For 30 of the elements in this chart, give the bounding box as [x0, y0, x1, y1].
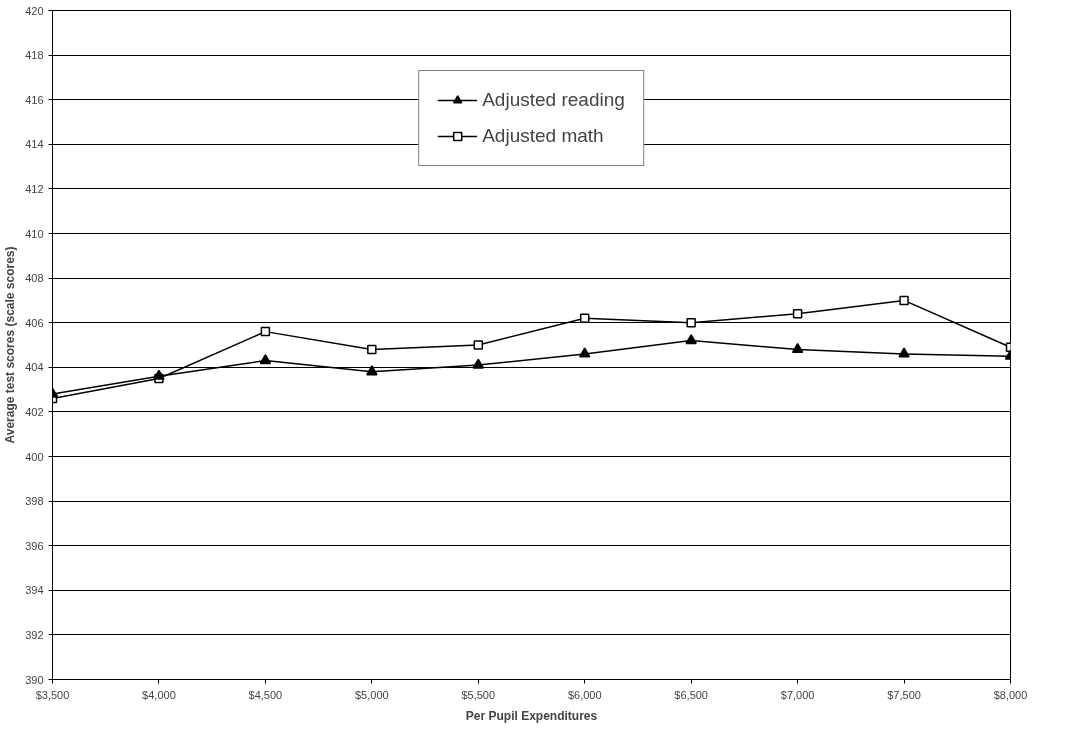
- x-tick-label: $5,000: [355, 688, 389, 701]
- legend-label: Adjusted reading: [482, 89, 625, 111]
- y-tick-label: 394: [25, 584, 44, 597]
- x-tick-label: $6,000: [567, 688, 602, 701]
- y-tick-label: 404: [25, 361, 44, 374]
- x-tick-label: $3,500: [35, 688, 70, 701]
- y-tick-label: 416: [25, 93, 44, 106]
- x-tick-label: $4,000: [142, 688, 176, 701]
- y-tick-label: 392: [25, 628, 44, 641]
- y-tick-label: 402: [25, 405, 44, 418]
- legend-label: Adjusted math: [482, 125, 604, 147]
- x-tick-label: $8,000: [993, 688, 1028, 701]
- x-tick-label: $6,500: [674, 688, 708, 701]
- x-tick-label: $7,500: [887, 688, 921, 701]
- y-tick-label: 418: [25, 49, 44, 62]
- y-tick-label: 390: [25, 673, 44, 686]
- x-tick-label: $4,500: [248, 688, 283, 701]
- y-axis-title: Average test scores (scale scores): [3, 246, 18, 444]
- y-tick-label: 412: [25, 182, 44, 195]
- y-tick-label: 414: [25, 138, 44, 151]
- y-tick-label: 398: [25, 495, 44, 508]
- y-tick-label: 406: [25, 316, 44, 329]
- x-tick-label: $5,500: [461, 688, 496, 701]
- x-axis-title: Per Pupil Expenditures: [465, 708, 598, 723]
- y-tick-label: 400: [25, 450, 44, 463]
- y-tick-label: 410: [25, 227, 44, 240]
- y-tick-label: 408: [25, 272, 44, 285]
- y-tick-label: 396: [25, 539, 44, 552]
- y-tick-label: 420: [25, 4, 44, 17]
- x-tick-label: $7,000: [780, 688, 815, 701]
